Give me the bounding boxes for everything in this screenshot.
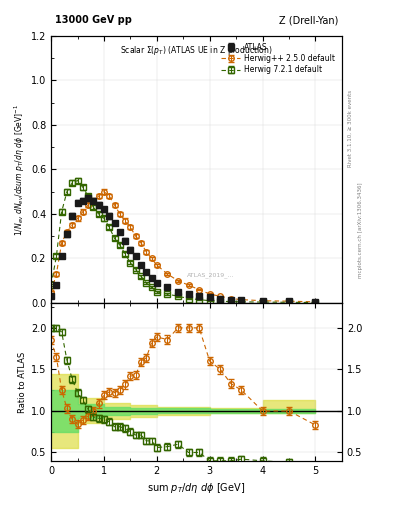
X-axis label: sum $p_T/d\eta\ d\phi$ [GeV]: sum $p_T/d\eta\ d\phi$ [GeV] xyxy=(147,481,246,495)
Y-axis label: $1/N_{ev}\ dN_{ev}/dsum\ p_T/d\eta\ d\phi\ [\mathrm{GeV}]^{-1}$: $1/N_{ev}\ dN_{ev}/dsum\ p_T/d\eta\ d\ph… xyxy=(12,103,27,236)
Y-axis label: Ratio to ATLAS: Ratio to ATLAS xyxy=(18,351,27,413)
Text: Z (Drell-Yan): Z (Drell-Yan) xyxy=(279,15,338,25)
Text: Rivet 3.1.10, ≥ 300k events: Rivet 3.1.10, ≥ 300k events xyxy=(348,90,353,166)
Text: mcplots.cern.ch [arXiv:1306.3436]: mcplots.cern.ch [arXiv:1306.3436] xyxy=(358,183,363,278)
Text: Scalar $\Sigma(p_T)$ (ATLAS UE in Z production): Scalar $\Sigma(p_T)$ (ATLAS UE in Z prod… xyxy=(120,44,273,57)
Text: ATLAS_2019_...: ATLAS_2019_... xyxy=(187,272,235,278)
Text: 13000 GeV pp: 13000 GeV pp xyxy=(55,15,132,25)
Legend: ATLAS, Herwig++ 2.5.0 default, Herwig 7.2.1 default: ATLAS, Herwig++ 2.5.0 default, Herwig 7.… xyxy=(218,39,338,77)
